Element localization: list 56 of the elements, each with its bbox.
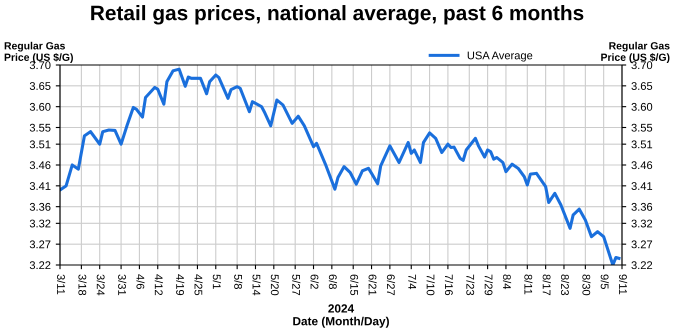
x-tick-label: 6/8 [328,274,338,289]
x-tick-label: 4/6 [136,274,145,289]
x-tick-label: 4/25 [194,274,203,296]
x-tick-label: 8/11 [524,274,532,294]
x-tick-label: 8/17 [542,274,551,296]
x-tick-label: 9/5 [600,274,609,290]
y2-tick-label: 3.27 [631,240,652,248]
x-tick-label: 8/4 [502,274,512,290]
x-tick-label: 3/11 [57,274,66,294]
y2-tick-label: 3.65 [631,82,652,90]
x-tick-label: 5/1 [212,274,221,289]
x-tick-label: 4/19 [176,274,184,296]
x-tick-label: 9/11 [619,274,628,294]
y2-tick-label: 3.36 [631,202,652,211]
y-tick-label: 3.70 [30,61,51,70]
y-tick-label: 3.36 [30,202,50,211]
y2-tick-label: 3.60 [631,102,652,111]
y-tick-label: 3.46 [30,161,50,170]
legend-label: USA Average [468,51,532,62]
line-series [60,68,620,265]
y2-tick-label: 3.55 [631,124,652,132]
x-tick-label: 7/10 [426,274,435,296]
x-tick-label: 6/27 [386,274,396,296]
x-axis-title: 2024 Date (Month/Day) [293,304,389,328]
x-tick-label: 8/30 [582,274,591,296]
x-tick-label: 7/4 [408,274,416,290]
x-tick-label: 3/18 [78,274,87,296]
x-tick-label: 5/14 [252,274,261,296]
x-tick-label: 6/2 [310,274,319,289]
x-tick-label: 7/16 [444,274,454,296]
y2-tick-label: 3.22 [631,261,652,270]
y-tick-label: 3.60 [30,102,51,111]
y-tick-label: 3.27 [30,240,50,248]
x-tick-label: 5/8 [234,274,242,289]
x-tick-label: 4/12 [154,274,163,296]
x-tick-label: 5/20 [270,274,279,296]
x-tick-label: 3/24 [96,274,105,296]
y-tick-label: 3.51 [30,140,50,148]
y2-tick-label: 3.32 [631,220,652,228]
x-tick-label: 6/21 [368,274,377,296]
y2-tick-label: 3.70 [631,61,652,70]
y2-tick-label: 3.46 [631,161,652,170]
x-tick-label: 5/27 [292,274,300,296]
x-tick-label: 8/23 [560,274,570,296]
y-tick-label: 3.22 [30,261,50,270]
chart-title: Retail gas prices, national average, past 6 months [91,5,584,25]
x-tick-label: 7/29 [484,274,493,296]
y-tick-label: 3.55 [30,124,51,132]
y-tick-label: 3.41 [30,182,50,190]
x-tick-label: 6/15 [350,274,358,296]
y-tick-label: 3.32 [30,220,50,228]
y2-tick-label: 3.41 [631,182,652,190]
x-tick-label: 7/23 [466,274,474,296]
y-tick-label: 3.65 [30,82,51,90]
x-tick-label: 3/31 [118,274,126,296]
y2-tick-label: 3.51 [631,140,652,148]
